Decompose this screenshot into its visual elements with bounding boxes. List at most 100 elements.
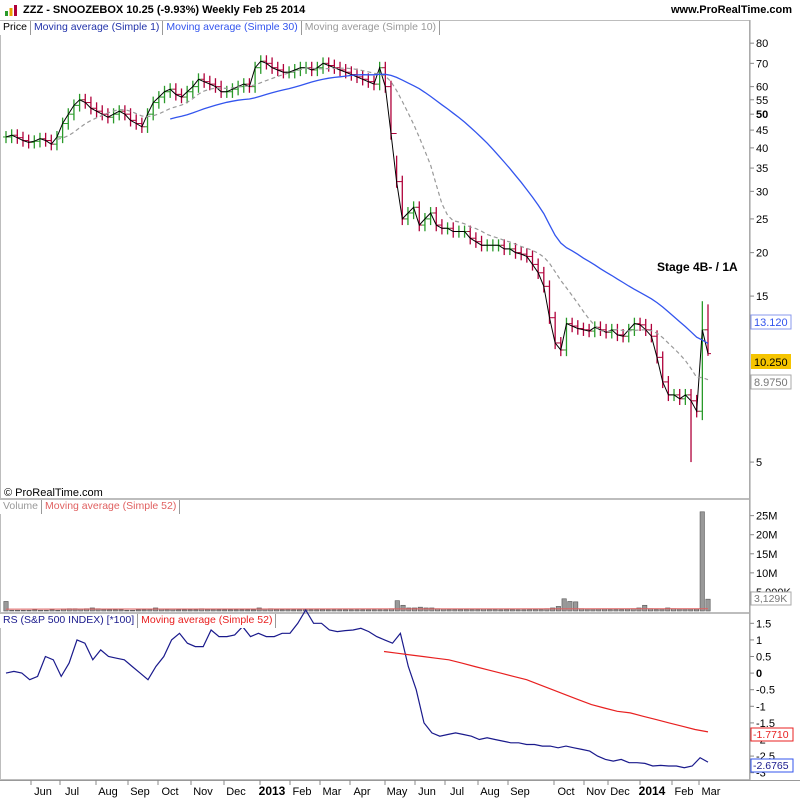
volume-bar: [504, 609, 510, 612]
rs-ma-line: [383, 650, 709, 733]
legend-volume-ma[interactable]: Moving average (Simple 52): [42, 500, 181, 514]
volume-bar: [699, 511, 705, 612]
volume-value-badge: [750, 591, 792, 606]
prorealtime-logo-icon: [5, 5, 17, 16]
volume-bar: [279, 609, 285, 612]
volume-bar: [181, 609, 187, 612]
volume-bar: [124, 609, 130, 612]
volume-bar: [112, 609, 118, 612]
rs-legend: RS (S&P 500 INDEX) [*100] Moving average…: [0, 614, 277, 628]
rs-series-layer: [5, 608, 709, 769]
legend-volume[interactable]: Volume: [0, 500, 43, 514]
volume-bar: [314, 609, 320, 612]
rs-y-tick-label: -1.5: [756, 718, 775, 730]
rs-y-tick-label: 1: [756, 635, 762, 647]
price-series-layer: [3, 55, 711, 463]
x-tick-label: Jul: [450, 786, 464, 798]
volume-y-tick-label: 20M: [756, 530, 777, 542]
price-y-tick-label: 60: [756, 82, 768, 94]
volume-bar: [164, 609, 170, 612]
volume-bar: [475, 609, 481, 612]
volume-bar: [601, 608, 607, 612]
volume-bar: [613, 609, 619, 612]
price-y-tick-label: 15: [756, 291, 768, 303]
volume-bar: [412, 607, 418, 612]
legend-rs[interactable]: RS (S&P 500 INDEX) [*100]: [0, 614, 139, 628]
volume-bar: [26, 609, 32, 612]
x-tick-label: Feb: [293, 786, 312, 798]
volume-bar: [227, 609, 233, 612]
volume-bar: [619, 609, 625, 612]
volume-bar: [147, 609, 153, 612]
volume-bar: [400, 604, 406, 612]
volume-bar: [15, 609, 21, 612]
volume-bar: [239, 609, 245, 612]
volume-bar: [584, 608, 590, 612]
volume-bar: [308, 609, 314, 612]
volume-bar: [521, 609, 527, 612]
volume-bar: [20, 609, 26, 612]
volume-bar: [636, 607, 642, 612]
volume-bar: [337, 609, 343, 612]
volume-bar: [481, 608, 487, 612]
volume-bar: [596, 608, 602, 612]
x-tick-label: Aug: [98, 786, 118, 798]
legend-ma1[interactable]: Moving average (Simple 1): [31, 21, 164, 35]
volume-bar: [406, 607, 412, 612]
volume-bar: [532, 609, 538, 612]
volume-bar: [319, 609, 325, 612]
rs-y-tick-label: -1: [756, 701, 766, 713]
legend-ma30[interactable]: Moving average (Simple 30): [163, 21, 302, 35]
price-y-tick-label: 35: [756, 163, 768, 175]
price-y-tick-label: 30: [756, 186, 768, 198]
volume-bar: [32, 609, 38, 612]
rs-y-tick-label: -3: [756, 768, 766, 780]
chart-header: ZZZ - SNOOZEBOX 10.25 (-9.93%) Weekly Fe…: [0, 0, 800, 20]
volume-bar: [429, 607, 435, 612]
volume-bar: [216, 609, 222, 612]
legend-ma10[interactable]: Moving average (Simple 10): [302, 21, 441, 35]
volume-bar: [135, 609, 141, 612]
rs-y-tick-label: 0: [756, 668, 762, 680]
price-y-tick-label: 70: [756, 58, 768, 70]
x-tick-label: Apr: [353, 786, 370, 798]
volume-series-layer: [3, 511, 711, 612]
price-y-tick-label: 25: [756, 214, 768, 226]
stage-annotation: Stage 4B- / 1A: [657, 260, 738, 274]
volume-bar: [458, 609, 464, 612]
volume-bar: [624, 608, 630, 612]
volume-bar: [9, 609, 15, 612]
rs-panel-frame: [0, 613, 750, 780]
volume-bar: [567, 601, 573, 612]
legend-price[interactable]: Price: [0, 21, 31, 35]
price-y-tick-label: 5: [756, 457, 762, 469]
price-y-tick-label: 40: [756, 143, 768, 155]
legend-rs-ma[interactable]: Moving average (Simple 52): [138, 614, 277, 628]
volume-bar: [38, 609, 44, 612]
symbol-title: ZZZ - SNOOZEBOX 10.25 (-9.93%) Weekly Fe…: [23, 4, 306, 16]
volume-y-tick-label: 25M: [756, 511, 777, 523]
volume-bar: [141, 609, 147, 612]
volume-bar: [130, 609, 136, 612]
volume-bar: [210, 609, 216, 612]
volume-bar: [573, 601, 579, 612]
volume-bar: [498, 609, 504, 612]
volume-bar: [492, 609, 498, 612]
price-y-tick-label: 20: [756, 248, 768, 260]
price-y-tick-label: 45: [756, 125, 768, 137]
ma30-value-badge: [750, 314, 792, 330]
volume-bar: [653, 609, 659, 612]
x-tick-label: 2013: [259, 784, 286, 798]
volume-y-tick-label: 15M: [756, 549, 777, 561]
x-tick-label: Jun: [418, 786, 436, 798]
x-tick-label: Mar: [323, 786, 342, 798]
price-legend: Price Moving average (Simple 1) Moving a…: [0, 21, 441, 35]
ma30-line: [170, 73, 709, 344]
site-url[interactable]: www.ProRealTime.com: [670, 4, 792, 16]
volume-bar: [538, 609, 544, 612]
rs-y-tick-label: 1.5: [756, 618, 771, 630]
volume-bar: [176, 609, 182, 612]
ma30-value-label: 13.120: [754, 317, 788, 329]
rs-value-badge: [750, 758, 794, 773]
